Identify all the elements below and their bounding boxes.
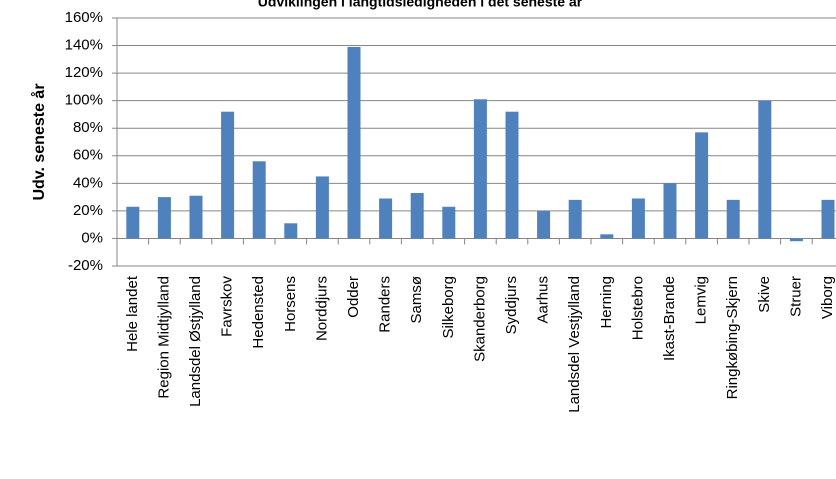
bar bbox=[726, 199, 740, 239]
x-tick-label: Skive bbox=[756, 276, 773, 313]
y-tick-label: 0% bbox=[81, 229, 103, 246]
y-tick-label: 120% bbox=[65, 64, 103, 81]
bar bbox=[379, 198, 393, 239]
bar bbox=[505, 111, 519, 239]
x-tick-label: Landsdel Østjylland bbox=[187, 276, 204, 407]
y-tick-label: 140% bbox=[65, 37, 103, 54]
x-tick-label: Hedensted bbox=[250, 276, 267, 349]
x-tick-label: Ringkøbing-Skjern bbox=[724, 276, 741, 399]
y-tick-label: 100% bbox=[65, 92, 103, 109]
x-tick-label: Randers bbox=[377, 276, 394, 333]
x-tick-label: Landsdel Vestjylland bbox=[566, 276, 583, 413]
x-tick-label: Odder bbox=[345, 276, 362, 318]
bar bbox=[252, 161, 266, 239]
y-tick-label: 20% bbox=[73, 202, 103, 219]
x-tick-label: Struer bbox=[787, 276, 804, 317]
x-tick-label: Aarhus bbox=[535, 276, 552, 324]
bar bbox=[126, 206, 140, 239]
bar bbox=[789, 238, 803, 242]
bar bbox=[600, 234, 614, 239]
bar bbox=[221, 111, 235, 239]
y-tick-label: 40% bbox=[73, 174, 103, 191]
bar bbox=[347, 46, 361, 239]
y-tick-label: 160% bbox=[65, 9, 103, 26]
bar bbox=[537, 210, 551, 239]
bar bbox=[821, 199, 835, 239]
bar bbox=[695, 132, 709, 239]
x-tick-label: Skanderborg bbox=[471, 276, 488, 362]
x-tick-label: Viborg bbox=[819, 276, 836, 319]
x-tick-label: Lemvig bbox=[693, 276, 710, 324]
x-tick-label: Region Midtjylland bbox=[155, 276, 172, 399]
bar bbox=[758, 100, 772, 239]
chart-title: Udviklingen i langtidsledigheden i det s… bbox=[258, 0, 583, 10]
bar bbox=[315, 176, 329, 239]
x-tick-label: Holstebro bbox=[629, 276, 646, 340]
bar bbox=[157, 197, 171, 239]
bar bbox=[189, 195, 203, 239]
bar bbox=[473, 99, 487, 239]
x-tick-label: Norddjurs bbox=[313, 276, 330, 341]
y-tick-label: 80% bbox=[73, 119, 103, 136]
x-tick-label: Ikast-Brande bbox=[661, 276, 678, 361]
y-axis-title: Udv. seneste år bbox=[30, 83, 48, 200]
y-tick-label: -20% bbox=[68, 257, 103, 274]
bar bbox=[663, 183, 677, 239]
bar bbox=[284, 223, 298, 239]
x-tick-label: Syddjurs bbox=[503, 276, 520, 334]
y-tick-label: 60% bbox=[73, 147, 103, 164]
bar bbox=[442, 206, 456, 239]
x-tick-label: Silkeborg bbox=[440, 276, 457, 339]
bar bbox=[410, 192, 424, 239]
x-tick-label: Samsø bbox=[408, 276, 425, 324]
x-tick-label: Horsens bbox=[282, 276, 299, 332]
bar bbox=[568, 199, 582, 239]
x-tick-label: Hele landet bbox=[124, 275, 141, 352]
x-tick-label: Herning bbox=[598, 276, 615, 329]
x-tick-label: Favrskov bbox=[219, 276, 236, 337]
bar bbox=[631, 198, 645, 239]
